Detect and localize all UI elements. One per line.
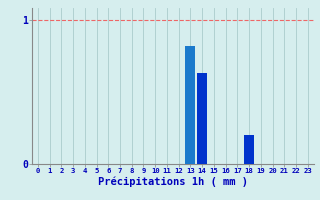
- Bar: [197, 73, 207, 164]
- Bar: [244, 135, 254, 164]
- Bar: [185, 46, 196, 164]
- X-axis label: Précipitations 1h ( mm ): Précipitations 1h ( mm ): [98, 177, 248, 187]
